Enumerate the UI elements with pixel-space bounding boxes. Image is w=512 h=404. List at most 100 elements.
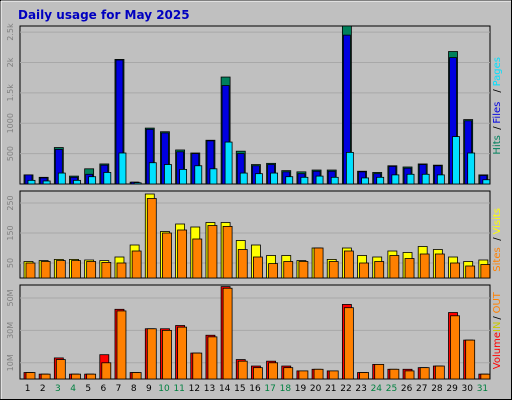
- panel-2-sites-bar: [86, 261, 97, 279]
- day-label: 21: [325, 384, 336, 394]
- panel-1-pages-bar: [27, 179, 36, 185]
- panel-3-tick-label: 50M: [6, 289, 15, 306]
- panel-2-sites-bar: [192, 238, 203, 279]
- day-label: 14: [219, 384, 231, 394]
- day-label: 6: [101, 384, 107, 394]
- panel-2-sites-bar: [177, 229, 188, 279]
- panel-1-pages-bar: [361, 177, 369, 185]
- panel-2-sites-bar: [40, 261, 51, 279]
- panel-3-out-bar: [419, 367, 430, 380]
- day-label: 23: [355, 384, 366, 394]
- panel-2-sites-bar: [101, 261, 112, 279]
- panel-1-pages-bar: [391, 174, 400, 185]
- panel-3-tick-label: 10M: [6, 354, 15, 371]
- day-label: 7: [116, 384, 122, 394]
- panel-1-pages-bar: [285, 176, 294, 185]
- panel-3-legend-out: OUT: [492, 291, 503, 313]
- panel-3-out-bar: [131, 372, 142, 380]
- day-label: 2: [40, 384, 46, 394]
- day-label: 3: [55, 384, 61, 394]
- panel-1-pages-bar: [57, 172, 66, 185]
- panel-3-plot-area: [19, 284, 491, 380]
- panel-2-legend-sites: Sites: [492, 247, 503, 271]
- panel-2-tick-label: 250: [6, 195, 15, 210]
- panel-3-out-bar: [283, 367, 294, 380]
- panel-3-out-bar: [116, 310, 127, 380]
- panel-1-legend-pages: Pages: [492, 57, 503, 86]
- day-label: 27: [416, 384, 427, 394]
- panel-2-sites-bar: [389, 255, 400, 279]
- panel-3-out-bar: [222, 287, 233, 380]
- panel-1-pages-bar: [330, 176, 339, 185]
- panel-2-sites-bar: [146, 198, 157, 279]
- day-label: 20: [310, 384, 322, 394]
- panel-1-legend-separator: /: [492, 89, 503, 93]
- panel-2-sites-bar: [313, 247, 324, 279]
- panel-1-pages-bar: [224, 141, 233, 185]
- day-label: 10: [158, 384, 170, 394]
- panel-3-out-bar: [71, 373, 81, 380]
- panel-2-sites-bar: [162, 232, 172, 279]
- panel-1-pages-bar: [42, 180, 51, 185]
- panel-3-legend-in: IN: [492, 322, 503, 332]
- panel-2-sites-bar: [480, 264, 491, 279]
- panel-2-sites-bar: [465, 265, 476, 279]
- panel-3-out-bar: [359, 372, 369, 380]
- day-label: 29: [446, 384, 458, 394]
- panel-1-pages-bar: [103, 172, 112, 185]
- panel-1-pages-bar: [482, 179, 491, 185]
- panel-2-sites-bar: [71, 260, 81, 279]
- day-label: 5: [85, 384, 91, 394]
- panel-3-out-bar: [162, 329, 172, 380]
- panel-3-out-bar: [328, 370, 339, 380]
- panel-1-pages-bar: [467, 152, 476, 185]
- day-label: 25: [386, 384, 397, 394]
- panel-1-pages-bar: [421, 173, 430, 185]
- panel-3-out-bar: [465, 339, 476, 380]
- day-label: 26: [401, 384, 413, 394]
- day-label: 4: [70, 384, 76, 394]
- panel-3-out-bar: [177, 326, 188, 380]
- panel-3-legend-separator: /: [492, 316, 503, 320]
- panel-2-sites-bar: [207, 225, 218, 279]
- panel-2-legend-separator: /: [492, 237, 503, 241]
- day-label: 17: [264, 384, 275, 394]
- panel-2-sites-bar: [131, 250, 142, 279]
- day-label: 31: [477, 384, 488, 394]
- panel-2-sites-bar: [359, 262, 369, 279]
- panel-3-out-bar: [40, 373, 51, 380]
- panel-2-sites-bar: [450, 262, 460, 279]
- panel-2-sites-bar: [404, 258, 415, 279]
- panel-3-out-bar: [268, 362, 278, 380]
- chart-title: Daily usage for May 2025: [18, 8, 190, 22]
- panel-2-tick-label: 150: [6, 225, 15, 240]
- panel-1-tick-label: 2.5k: [6, 23, 15, 41]
- panel-2-sites-bar: [434, 253, 445, 279]
- panel-1-pages-bar: [73, 179, 81, 185]
- panel-1-pages-bar: [345, 151, 354, 185]
- panel-1-pages-bar: [436, 174, 445, 185]
- panel-1-legend-files: Files: [492, 102, 503, 124]
- panel-3-out-bar: [450, 315, 460, 380]
- panel-1-legend-hits: Hits: [492, 135, 503, 154]
- panel-3-out-bar: [25, 372, 36, 380]
- panel-2-sites-bar: [25, 262, 36, 279]
- panel-1-pages-bar: [164, 164, 172, 185]
- day-label: 15: [234, 384, 245, 394]
- panel-1-tick-label: 2k: [6, 57, 15, 67]
- panel-3-out-bar: [313, 368, 324, 380]
- panel-1-pages-bar: [452, 136, 460, 185]
- day-label: 30: [462, 384, 474, 394]
- panel-2-sites-bar: [268, 263, 278, 279]
- panel-1-pages-bar: [300, 176, 309, 185]
- panel-1-pages-bar: [148, 162, 157, 185]
- day-label: 11: [173, 384, 184, 394]
- panel-3-out-bar: [374, 364, 385, 380]
- panel-3-tick-label: 30M: [6, 322, 15, 339]
- panel-1-plot-area: [19, 25, 491, 185]
- panel-2-sites-bar: [253, 256, 263, 279]
- panel-1-pages-bar: [133, 182, 142, 185]
- panel-3-out-bar: [86, 373, 97, 380]
